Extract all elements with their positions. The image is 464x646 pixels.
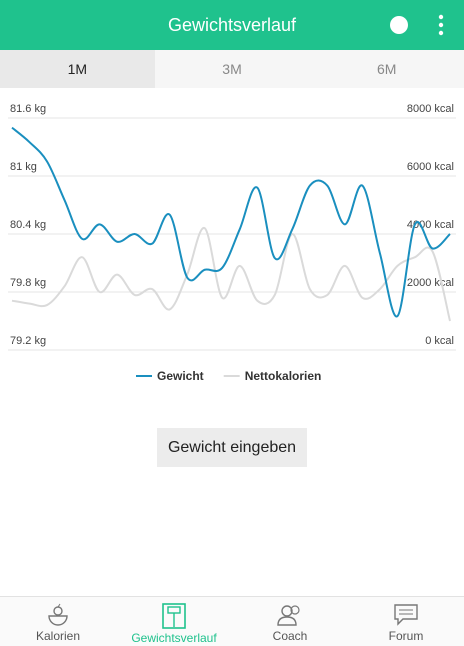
nav-item[interactable]: Kalorien — [0, 597, 116, 646]
tab[interactable]: 1M — [0, 50, 155, 88]
status-icon[interactable] — [389, 15, 409, 35]
y2-tick-label: 6000 kcal — [407, 161, 454, 173]
nav-icon — [48, 603, 68, 626]
series-line — [11, 126, 451, 318]
chart: 79.2 kg 79.8 kg 80.4 kg 81 kg 81.6 kg 0 kcal 2… — [8, 103, 456, 383]
header-title: Gewichtsverlauf — [167, 15, 297, 35]
bottom-nav: Kalorien Gewichtsverlauf Coach Forum — [0, 596, 464, 646]
y2-tick-label: 0 kcal — [425, 335, 454, 347]
legend-label: Gewicht — [157, 369, 204, 383]
menu-button[interactable] — [436, 14, 446, 36]
series-line — [11, 227, 451, 322]
y2-tick-label: 8000 kcal — [407, 103, 454, 115]
header: Gewichtsverlauf — [0, 0, 464, 50]
nav-item[interactable]: Forum — [348, 597, 464, 646]
nav-item[interactable]: Gewichtsverlauf — [116, 597, 232, 646]
nav-label: Kalorien — [35, 629, 81, 643]
tab[interactable]: 6M — [376, 61, 397, 77]
y-tick-label: 81.6 kg — [10, 103, 46, 115]
tab[interactable]: 3M — [222, 61, 242, 77]
nav-icon — [162, 603, 186, 629]
enter-weight-button[interactable]: Gewicht eingeben — [157, 428, 307, 467]
nav-icon — [277, 605, 300, 626]
y2-tick-label: 2000 kcal — [407, 277, 454, 289]
tabs: 1M 3M 6M — [0, 50, 464, 88]
legend-label: Nettokalorien — [245, 369, 322, 383]
nav-label: Gewichtsverlauf — [131, 631, 217, 645]
y-tick-label: 79.2 kg — [10, 335, 46, 347]
nav-label: Forum — [388, 629, 424, 643]
y-tick-label: 79.8 kg — [10, 277, 46, 289]
nav-icon — [394, 604, 418, 626]
nav-label: Coach — [272, 629, 308, 643]
nav-item[interactable]: Coach — [232, 597, 348, 646]
y-tick-label: 81 kg — [10, 161, 37, 173]
y-tick-label: 80.4 kg — [10, 219, 46, 231]
